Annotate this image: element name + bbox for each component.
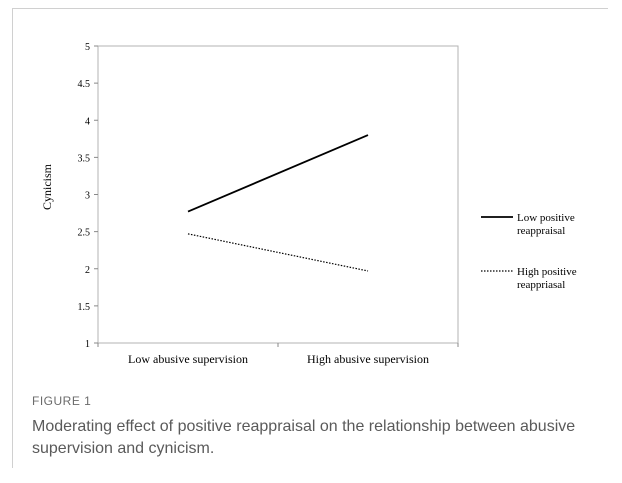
y-tick-label: 4 — [85, 116, 90, 127]
plot-area-frame — [97, 45, 459, 344]
figure-caption: Moderating effect of positive reappraisa… — [32, 418, 576, 457]
line-chart: 1 1.5 2 2.5 3 3.5 4 4.5 5 Low abusive supervisio… — [40, 42, 577, 366]
y-tick-label: 1.5 — [78, 302, 91, 313]
y-tick-label: 4.5 — [78, 79, 91, 90]
x-axis: Low abusive supervision High abusive supe… — [97, 343, 459, 366]
legend: Low positive reappraisal High positive reap… — [481, 212, 577, 291]
y-tick-label: 3.5 — [78, 153, 91, 164]
y-axis: 1 1.5 2 2.5 3 3.5 4 4.5 5 — [78, 42, 459, 350]
legend-label-0: Low positive reappraisal — [517, 212, 575, 237]
y-tick-label: 3 — [85, 191, 90, 202]
legend-label-1: High positive reappriasal — [517, 266, 577, 291]
y-tick-label: 2.5 — [78, 228, 91, 239]
series-line-1 — [187, 233, 369, 272]
series-line-0 — [187, 134, 369, 213]
figure-label: FIGURE 1 — [32, 394, 92, 408]
figure-card: 1 1.5 2 2.5 3 3.5 4 4.5 5 Low abusive supervisio… — [12, 8, 608, 468]
y-tick-label: 1 — [85, 339, 90, 350]
x-tick-label: Low abusive supervision — [128, 352, 248, 366]
y-tick-label: 2 — [85, 265, 90, 276]
x-tick-label: High abusive supervision — [307, 352, 429, 366]
y-axis-label: Cynicism — [40, 163, 54, 210]
series-layer — [187, 134, 369, 272]
y-tick-label: 5 — [85, 42, 90, 53]
